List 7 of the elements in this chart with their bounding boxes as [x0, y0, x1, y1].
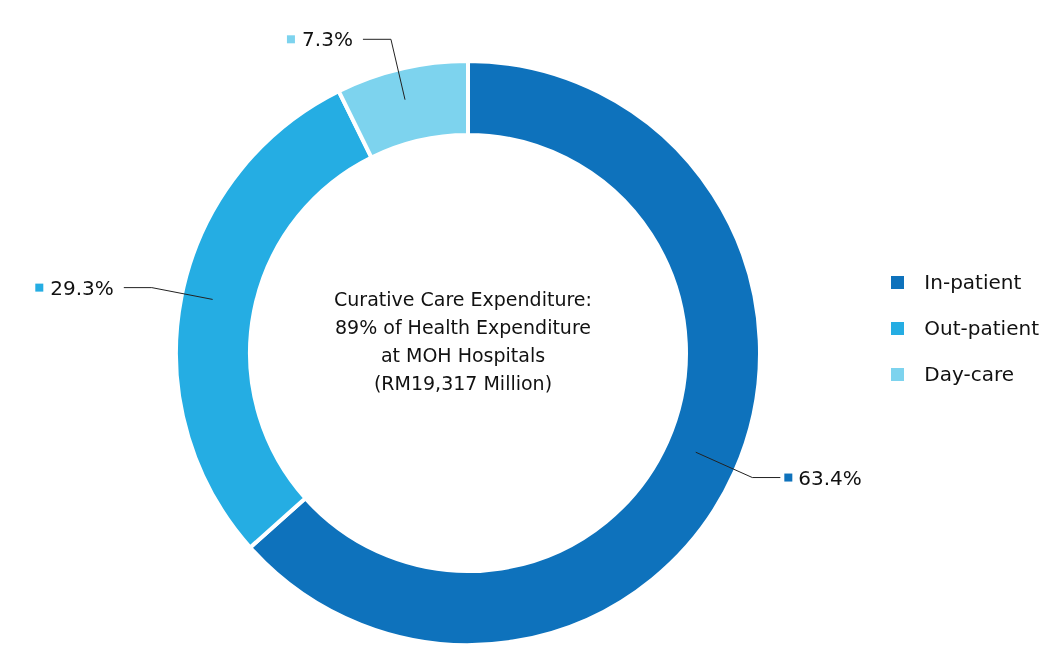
legend-label: Day-care	[923, 362, 1016, 386]
legend-label: Out-patient	[923, 316, 1039, 340]
data-label: 7.3%	[302, 27, 353, 52]
data-label: 29.3%	[50, 275, 114, 300]
text: Curative Care Expenditure: 89% of Health Expenditure at MOH Hospitals (RM19,317 Million)	[334, 288, 592, 394]
legend-label: In-patient	[923, 270, 1023, 294]
data-label: 63.4%	[798, 465, 862, 490]
